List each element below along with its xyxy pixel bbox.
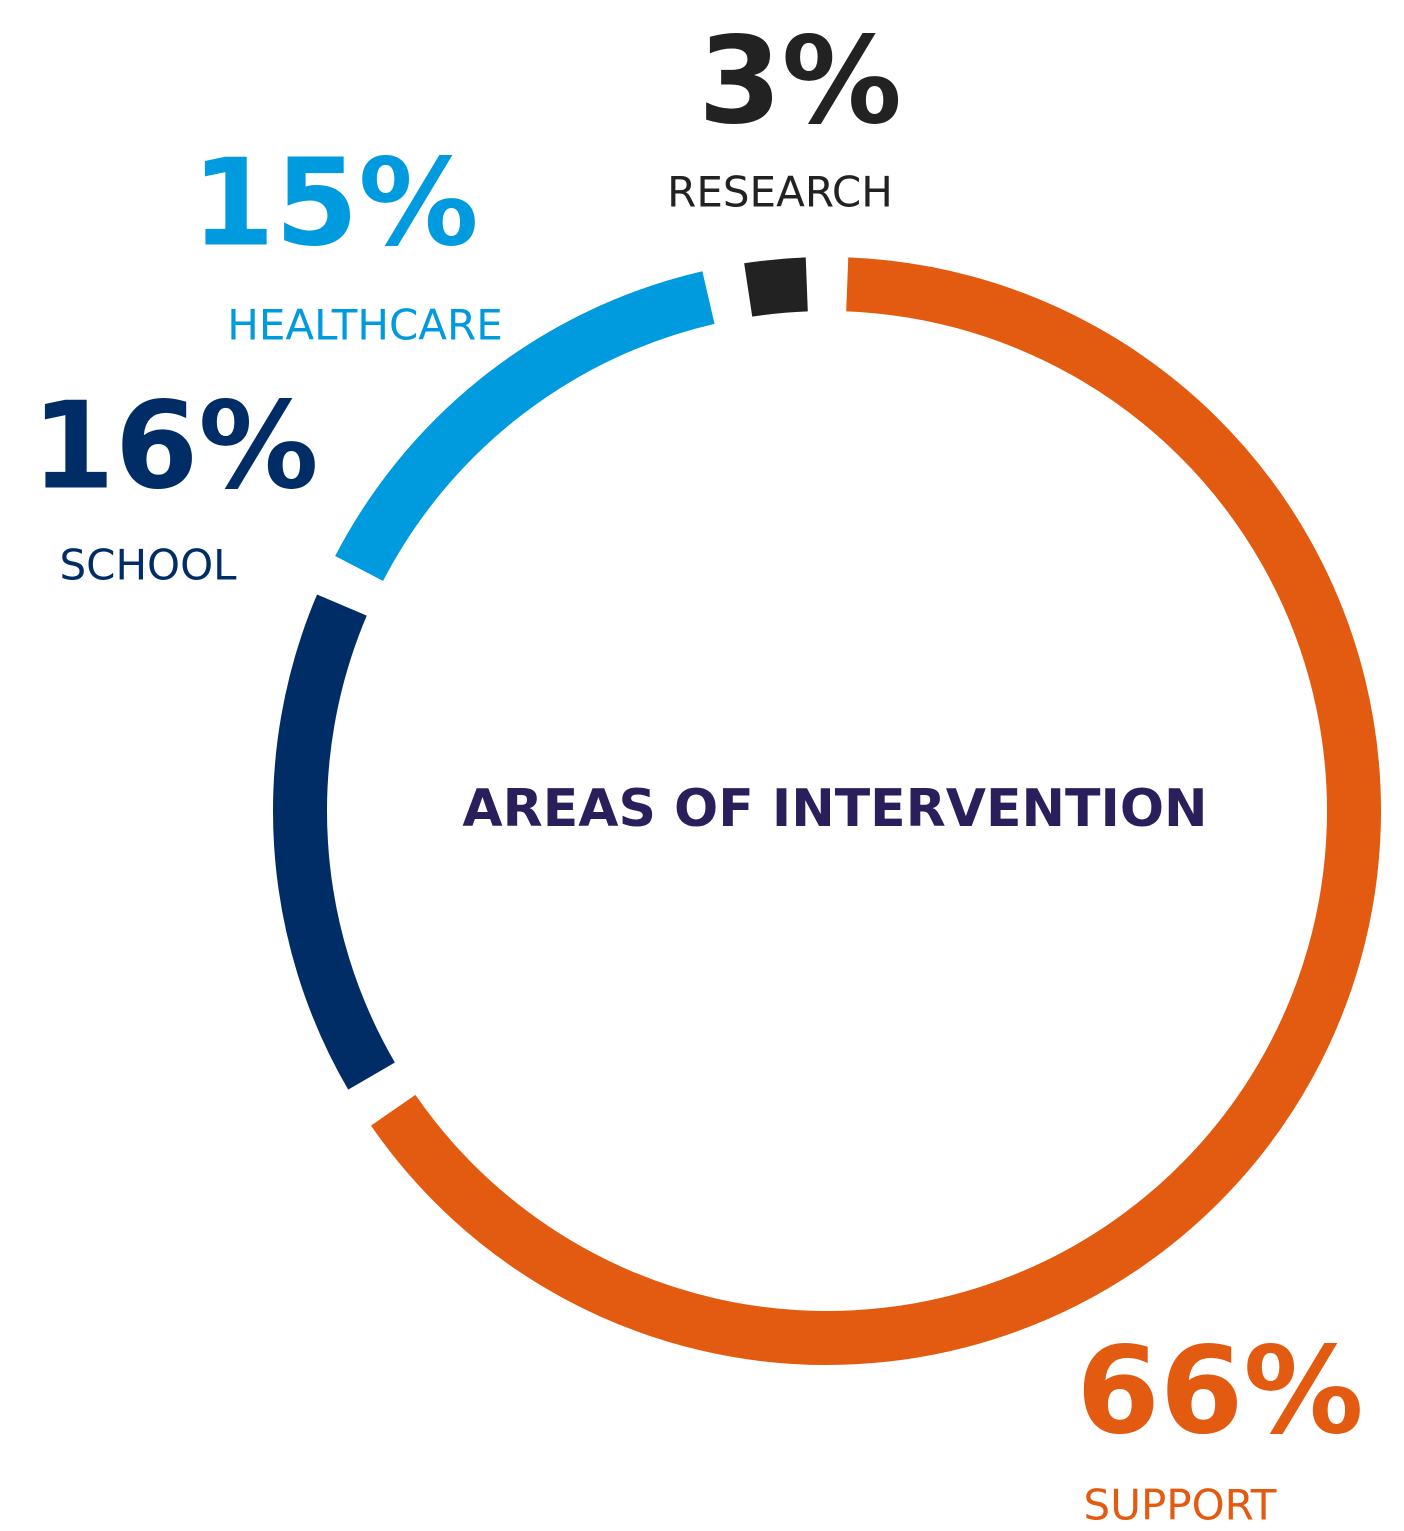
value-label: 15% [191, 135, 478, 274]
chart-title: AREAS OF INTERVENTION [462, 779, 1207, 839]
value-label: 66% [1076, 1323, 1363, 1462]
value-label: 16% [31, 378, 318, 517]
category-label: HEALTHCARE [227, 301, 502, 350]
donut-segment [273, 594, 395, 1090]
category-label: RESEARCH [667, 168, 893, 217]
category-label: SUPPORT [1084, 1481, 1277, 1530]
donut-segment [744, 257, 809, 317]
value-label: 3% [698, 13, 902, 152]
donut-segment [335, 271, 715, 581]
category-label: SCHOOL [59, 541, 237, 590]
donut-segment [371, 257, 1381, 1365]
